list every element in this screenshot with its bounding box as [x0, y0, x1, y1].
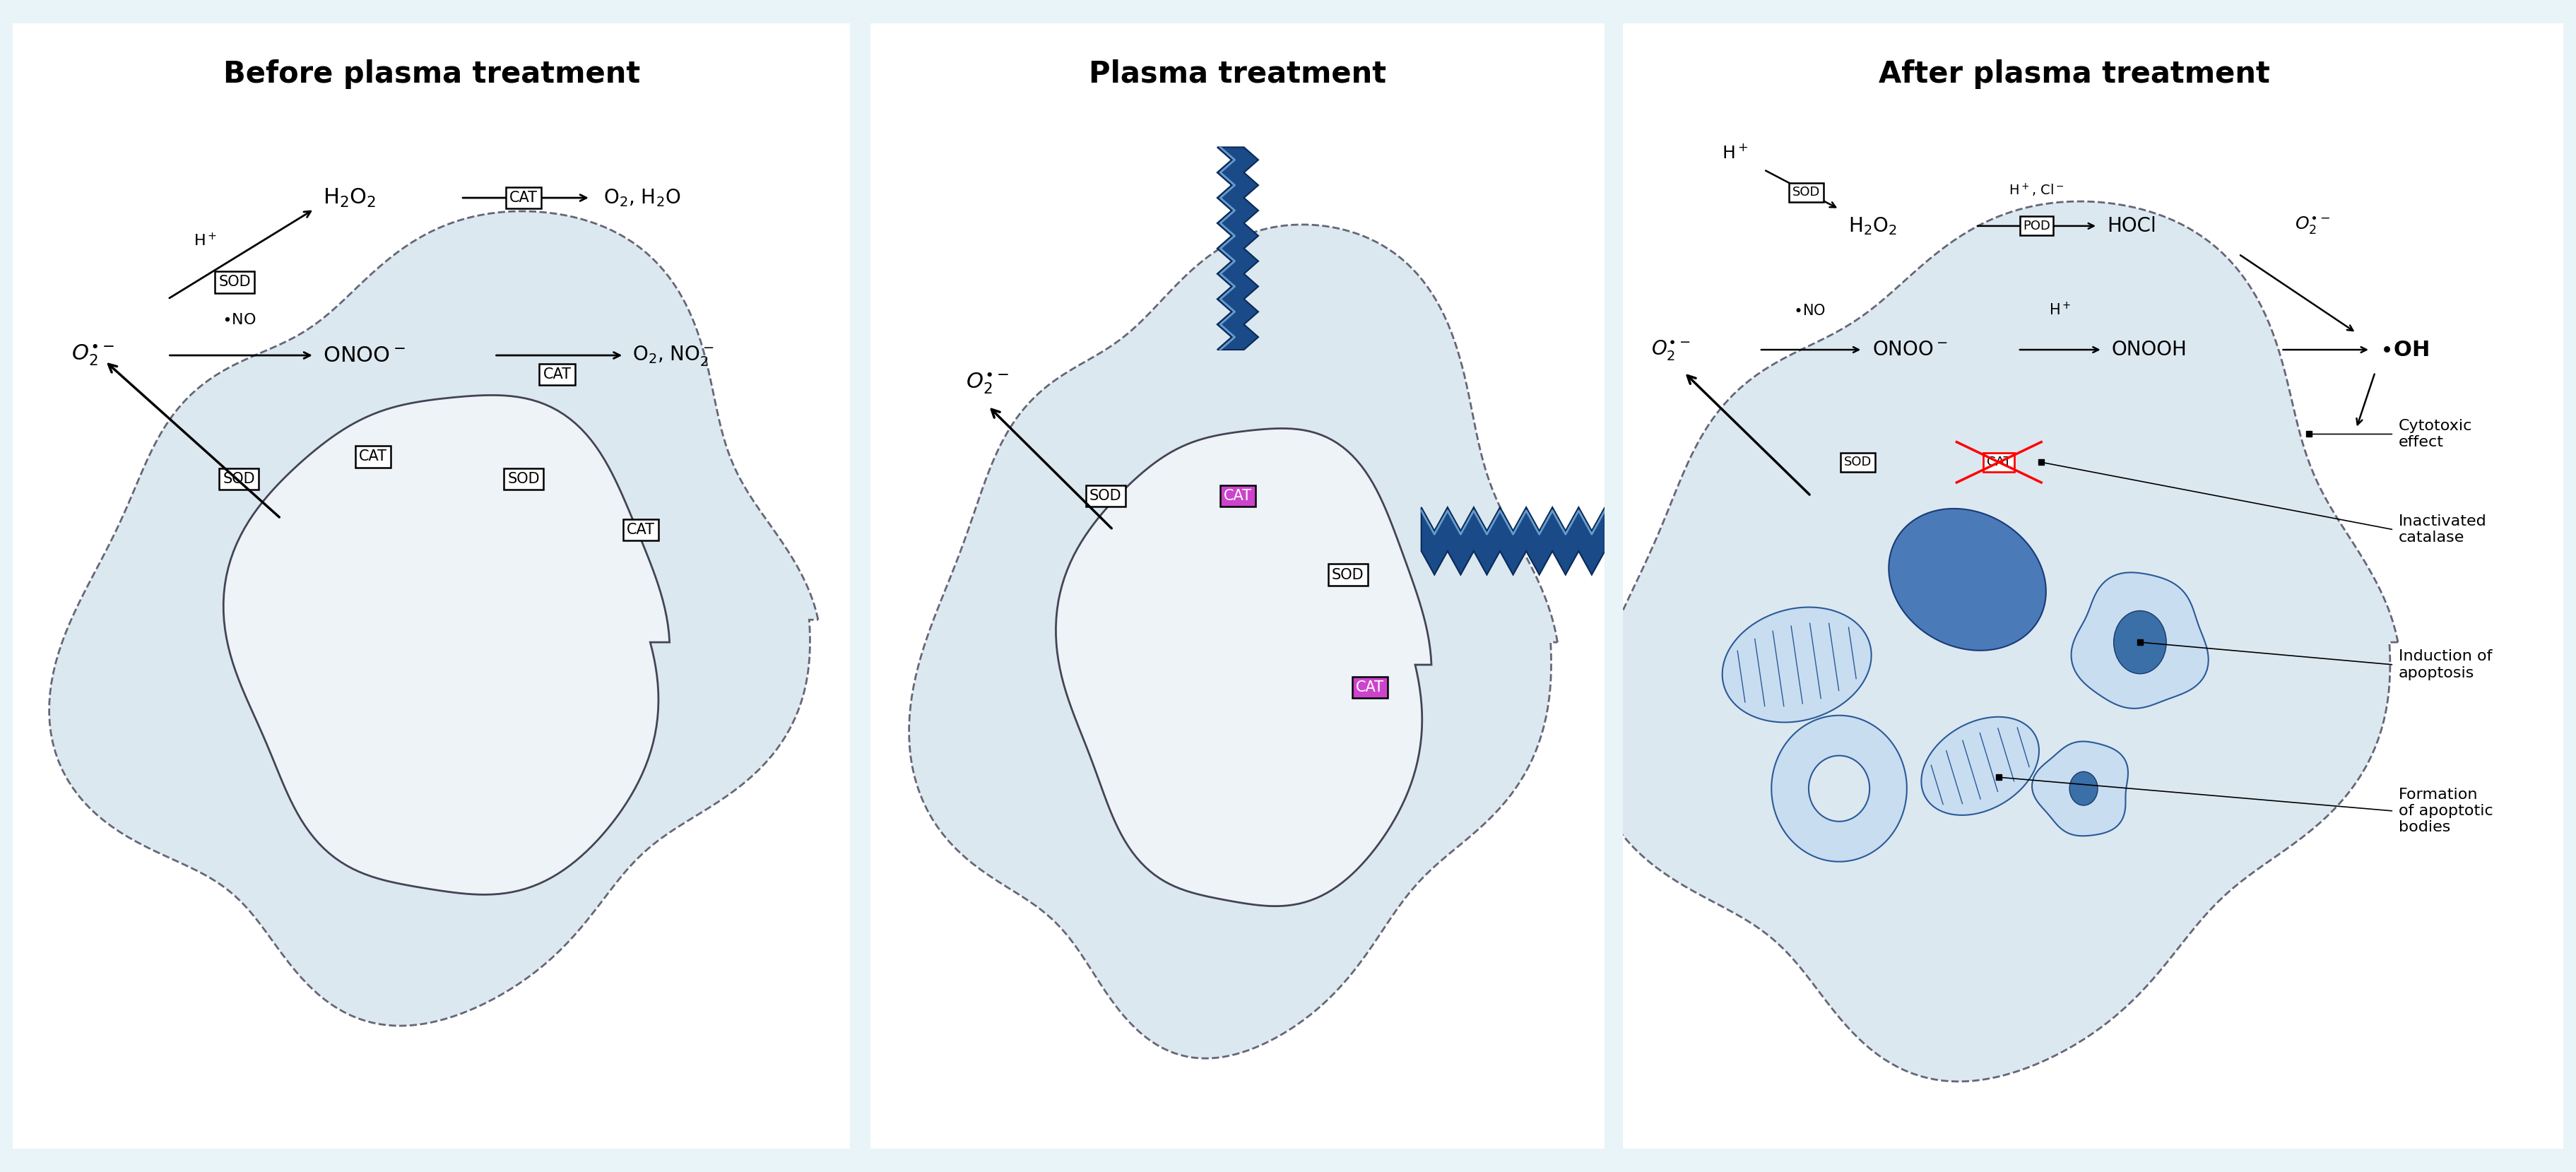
Text: $\bullet$NO: $\bullet$NO	[1793, 304, 1826, 319]
FancyBboxPatch shape	[5, 12, 858, 1160]
Text: POD: POD	[2022, 219, 2050, 232]
Text: ONOOH: ONOOH	[2112, 340, 2187, 360]
Polygon shape	[1589, 202, 2398, 1082]
Polygon shape	[49, 211, 819, 1026]
Text: $\bullet$OH: $\bullet$OH	[2380, 340, 2429, 360]
Text: CAT: CAT	[1355, 680, 1383, 694]
Polygon shape	[1723, 607, 1870, 722]
Text: CAT: CAT	[1986, 456, 2012, 469]
Polygon shape	[1888, 509, 2045, 650]
Text: Plasma treatment: Plasma treatment	[1090, 60, 1386, 89]
Text: H$^+$: H$^+$	[193, 232, 216, 248]
Text: SOD: SOD	[219, 275, 250, 289]
Text: ONOO$^-$: ONOO$^-$	[1873, 340, 1947, 360]
Text: CAT: CAT	[358, 450, 386, 464]
Polygon shape	[1218, 148, 1257, 349]
Polygon shape	[909, 225, 1558, 1058]
FancyBboxPatch shape	[863, 12, 1613, 1160]
Text: Before plasma treatment: Before plasma treatment	[224, 60, 639, 89]
Text: SOD: SOD	[1332, 567, 1365, 581]
Text: H$^+$: H$^+$	[2048, 301, 2071, 319]
Text: CAT: CAT	[1224, 489, 1252, 503]
Polygon shape	[1772, 715, 1906, 861]
Text: SOD: SOD	[1844, 456, 1873, 469]
Polygon shape	[1922, 717, 2040, 816]
Text: $O_2^{\bullet-}$: $O_2^{\bullet-}$	[72, 343, 116, 368]
Polygon shape	[2071, 572, 2208, 708]
Text: SOD: SOD	[1090, 489, 1121, 503]
Text: CAT: CAT	[544, 367, 572, 382]
Circle shape	[2069, 771, 2097, 805]
Text: SOD: SOD	[222, 472, 255, 486]
Text: $O_2^{\bullet-}$: $O_2^{\bullet-}$	[2295, 216, 2331, 237]
Text: H$^+$, Cl$^-$: H$^+$, Cl$^-$	[2009, 182, 2063, 198]
Text: $O_2^{\bullet-}$: $O_2^{\bullet-}$	[966, 372, 1010, 396]
Text: H$_2$O$_2$: H$_2$O$_2$	[1850, 216, 1896, 237]
Polygon shape	[1056, 429, 1432, 906]
Polygon shape	[2032, 742, 2128, 836]
Text: CAT: CAT	[626, 523, 654, 537]
Text: Formation
of apoptotic
bodies: Formation of apoptotic bodies	[2398, 788, 2494, 834]
Text: $\bullet$NO: $\bullet$NO	[222, 313, 255, 327]
Text: O$_2$, NO$_2^-$: O$_2$, NO$_2^-$	[634, 343, 714, 367]
Text: SOD: SOD	[507, 472, 541, 486]
Text: Inactivated
catalase: Inactivated catalase	[2398, 515, 2486, 545]
Polygon shape	[1422, 507, 1605, 574]
Text: Induction of
apoptosis: Induction of apoptosis	[2398, 649, 2491, 680]
Text: HOCl: HOCl	[2107, 216, 2156, 236]
Text: CAT: CAT	[510, 191, 538, 205]
Polygon shape	[1808, 756, 1870, 822]
Text: O$_2$, H$_2$O: O$_2$, H$_2$O	[603, 188, 680, 209]
Text: Cytotoxic
effect: Cytotoxic effect	[2398, 418, 2473, 449]
Text: $O_2^{\bullet-}$: $O_2^{\bullet-}$	[1651, 338, 1690, 361]
Text: ONOO$^-$: ONOO$^-$	[322, 345, 404, 366]
Circle shape	[2115, 611, 2166, 674]
Text: SOD: SOD	[1793, 186, 1821, 198]
Text: After plasma treatment: After plasma treatment	[1878, 60, 2269, 89]
Polygon shape	[224, 395, 670, 894]
Text: H$^+$: H$^+$	[1721, 144, 1749, 162]
FancyBboxPatch shape	[1613, 12, 2573, 1160]
Text: H$_2$O$_2$: H$_2$O$_2$	[322, 186, 376, 209]
